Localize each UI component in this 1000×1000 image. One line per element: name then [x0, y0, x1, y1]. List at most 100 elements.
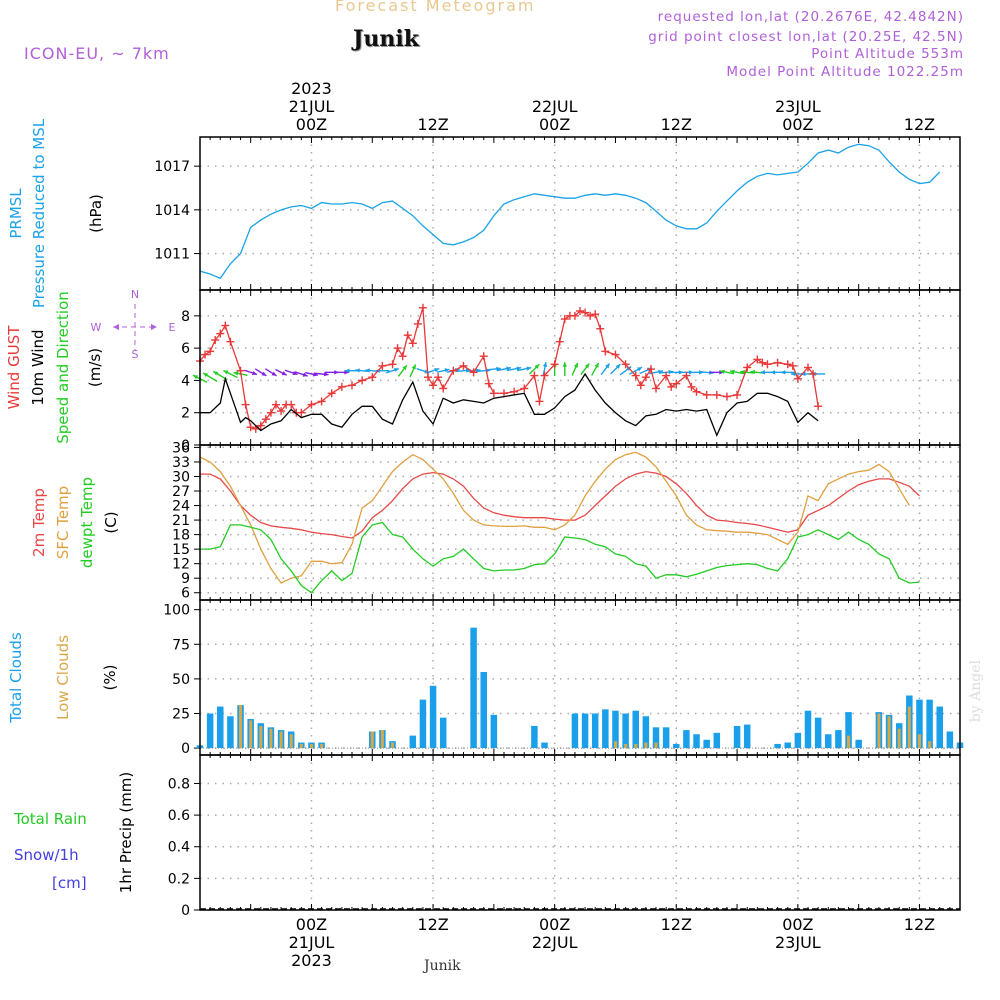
low-clouds-bar [624, 743, 628, 749]
bottom-time-label: 12Z [661, 915, 692, 934]
bottom-time-label: 22JUL [532, 933, 578, 952]
temperature-frame [199, 444, 961, 601]
total-clouds-bar [622, 713, 629, 749]
wind-direction-arrow [580, 363, 590, 376]
arrow-head [573, 362, 578, 368]
total-clouds-bar [581, 713, 589, 749]
arrow-head [740, 369, 745, 375]
arrow-head [271, 371, 277, 376]
gust-marker [540, 371, 549, 380]
bottom-time-label: 00Z [782, 915, 813, 934]
footer-location: Junik [424, 958, 461, 974]
gust-marker [449, 366, 458, 375]
gust-marker [261, 415, 270, 424]
low-clouds-bar [269, 728, 273, 749]
wind-direction-arrow [397, 364, 408, 377]
compass-east-arrow [151, 324, 157, 330]
wind-direction-arrow [562, 362, 567, 377]
arrow-head [730, 369, 735, 374]
wind-direction-arrow [294, 371, 308, 377]
precip-panel: 0 0.2 0.4 0.6 0.8 1hr Precip (mm) Total Rain Sn… [13, 754, 961, 919]
gust-marker [429, 381, 438, 390]
gust-marker [418, 303, 427, 312]
gust-marker [804, 363, 812, 372]
arrow-head [615, 364, 621, 369]
gust-marker [201, 350, 210, 359]
total-clouds-bar [632, 710, 639, 749]
gust-marker [570, 311, 579, 320]
gust-marker [733, 390, 742, 399]
gust-marker [297, 408, 306, 417]
wind-direction-arrow [529, 363, 540, 375]
precip-legend-label: Snow/1h [14, 846, 79, 864]
total-clouds-bar [541, 742, 548, 749]
gust-marker [601, 347, 610, 356]
arrow-head [312, 372, 318, 377]
gust-marker [317, 397, 326, 406]
gust-marker [672, 379, 681, 388]
gust-marker [413, 319, 422, 328]
total-clouds-bar [531, 725, 538, 749]
wind-direction-arrow [305, 371, 318, 377]
arrow-head [801, 371, 806, 377]
low-clouds-bar [613, 741, 617, 749]
gust-marker [814, 402, 823, 411]
low-clouds-bar [259, 725, 263, 749]
arrow-head [434, 367, 440, 373]
wind-direction-arrow [740, 369, 755, 375]
arrow-head [355, 368, 360, 373]
total-clouds-bar [480, 671, 487, 749]
gust-marker [403, 331, 412, 340]
bottom-time-label: 12Z [904, 915, 935, 934]
compass-icon [113, 304, 157, 350]
bottom-time-label: 23JUL [775, 933, 821, 952]
y-tick-label: 15 [172, 542, 190, 558]
compass-west-arrow [113, 324, 119, 330]
gust-marker [560, 315, 569, 324]
top-time-label: 00Z [296, 115, 327, 134]
point-altitude: Point Altitude 553m [811, 46, 964, 62]
wind-direction-arrow [600, 363, 611, 376]
arrow-head [233, 371, 239, 376]
arrow-head [365, 368, 370, 373]
arrow-head [281, 371, 287, 376]
wind-direction-arrow [436, 368, 450, 373]
arrow-head [193, 375, 198, 380]
y-tick-label: 6 [181, 341, 190, 357]
clouds-panel: 0 25 50 75 100 Total Clouds Low Clouds (%) [7, 599, 964, 757]
gust-marker [246, 423, 255, 432]
low-clouds-bar [907, 706, 911, 749]
gust-marker [358, 376, 367, 385]
bottom-time-label: 00Z [296, 915, 327, 934]
low-clouds-bar [289, 734, 293, 749]
low-clouds-bar [917, 734, 921, 749]
top-time-label: 12Z [661, 115, 692, 134]
gust-marker [530, 371, 539, 380]
y-tick-label: 1017 [154, 159, 190, 175]
y-tick-label: 25 [172, 706, 190, 722]
low-clouds-bar [320, 743, 324, 749]
total-clouds-bar [814, 717, 822, 749]
total-clouds-bar [916, 699, 923, 749]
gust-marker [652, 384, 660, 393]
total-clouds-bar [835, 730, 842, 749]
gust-marker [348, 381, 356, 390]
total-clouds-bar [419, 699, 427, 749]
requested-coordinates: requested lon,lat (20.2676E, 42.4842N) [657, 9, 964, 25]
gust-marker [211, 336, 220, 345]
arrow-head [790, 371, 796, 377]
arrow-head [402, 365, 407, 371]
top-time-label: 12Z [904, 115, 935, 134]
gust-marker [682, 371, 691, 380]
gust-marker [236, 366, 245, 375]
wind-direction-arrow [254, 368, 267, 377]
total-clouds-bar [429, 685, 437, 749]
total-clouds-bar [642, 716, 650, 749]
low-clouds-bar [847, 735, 851, 749]
total-clouds-bar [612, 710, 619, 749]
low-clouds-bar [239, 705, 243, 749]
low-clouds-bar [309, 743, 313, 749]
gust-marker [621, 360, 630, 369]
compass-west: W [91, 321, 102, 334]
wind-direction-arrow [780, 370, 795, 375]
